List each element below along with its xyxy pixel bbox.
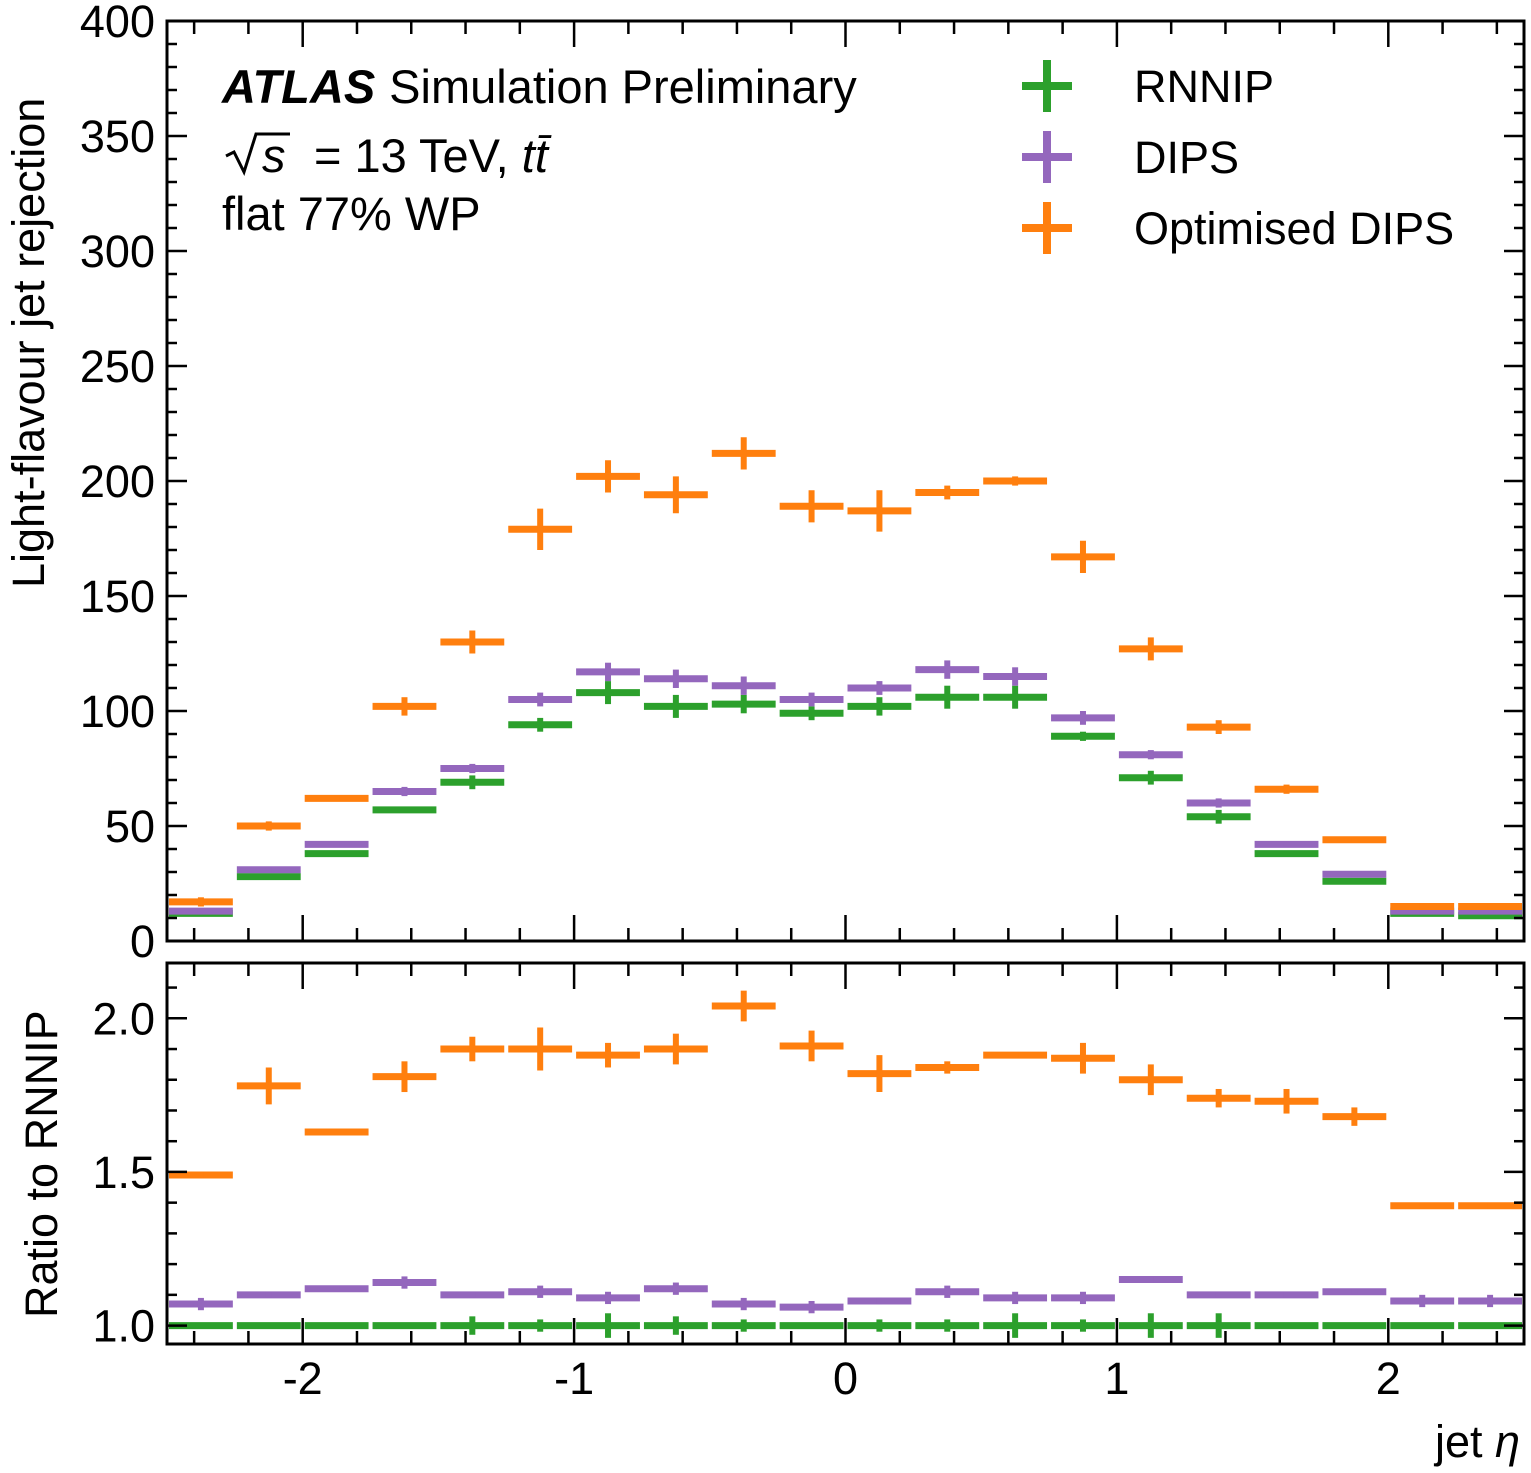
top-panel-axis: 0 50 100 150 200 250 300 350 400: [80, 0, 1524, 967]
atlas-label: ATLAS Simulation Preliminary: [221, 60, 857, 113]
legend-dips-label: DIPS: [1134, 132, 1239, 183]
top-ylabel: Light-flavour jet rejection: [3, 98, 54, 588]
legend: RNNIP DIPS Optimised DIPS: [1022, 60, 1454, 254]
legend-rnnip-label: RNNIP: [1134, 61, 1274, 112]
ratio-ylabel: Ratio to RNNIP: [16, 1010, 67, 1318]
xlabel-eta: η: [1495, 1416, 1520, 1467]
top-ytick-label: 350: [80, 111, 155, 162]
ratio-ytick-label: 1.5: [92, 1147, 155, 1198]
top-ytick-label: 0: [130, 916, 155, 967]
sqrt-symbol: [225, 132, 290, 176]
top-ytick-label: 250: [80, 341, 155, 392]
status-text: Simulation Preliminary: [389, 60, 857, 113]
top-ytick-label: 400: [80, 0, 155, 47]
energy-text: = 13 TeV, tt̄: [314, 129, 552, 182]
xtick-label: -2: [283, 1353, 323, 1404]
xtick-label: 2: [1376, 1353, 1401, 1404]
top-ytick-label: 150: [80, 571, 155, 622]
wp-annotation: flat 77% WP: [222, 187, 481, 240]
top-ytick-label: 100: [80, 686, 155, 737]
sqrt-s: s: [262, 129, 286, 182]
top-ytick-label: 50: [105, 801, 155, 852]
legend-optimised-dips-label: Optimised DIPS: [1134, 203, 1454, 254]
energy-annotation: s = 13 TeV, tt̄: [225, 129, 552, 182]
ratio-panel-axis: 1.0 1.5 2.0 -2 -1 0 1 2: [92, 963, 1524, 1404]
top-ytick-label: 200: [80, 456, 155, 507]
xlabel-text: jet: [1433, 1416, 1495, 1467]
top-ytick-label: 300: [80, 226, 155, 277]
top-panel-marks: [169, 437, 1522, 920]
atlas-logo-text: ATLAS: [221, 60, 375, 113]
xtick-label: 1: [1104, 1353, 1129, 1404]
xlabel: jet η: [1433, 1416, 1520, 1467]
xtick-label: 0: [833, 1353, 858, 1404]
ratio-ytick-label: 1.0: [92, 1301, 155, 1352]
xtick-label: -1: [554, 1353, 594, 1404]
ratio-ytick-label: 2.0: [92, 993, 155, 1044]
